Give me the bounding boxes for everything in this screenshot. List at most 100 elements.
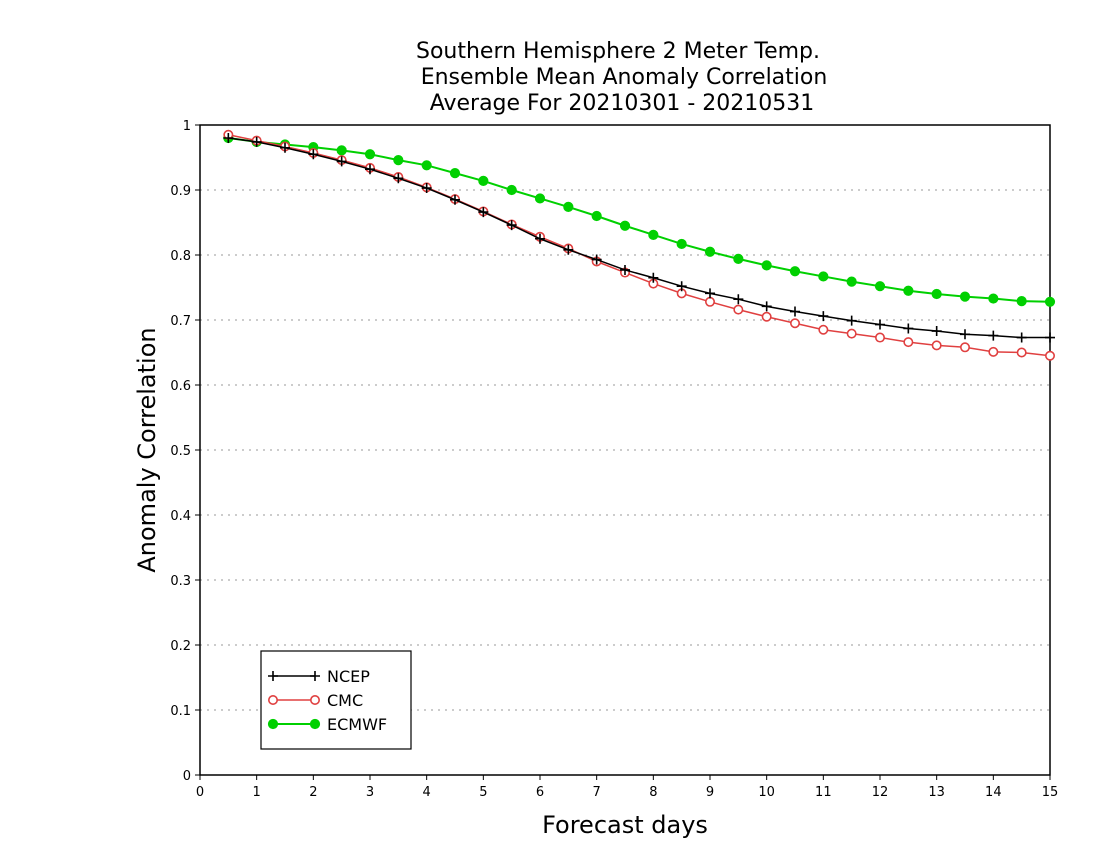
legend-marker-ncep xyxy=(268,671,278,681)
data-point-cmc xyxy=(846,328,857,339)
legend-label-ncep: NCEP xyxy=(327,667,370,686)
y-tick-label: 0.4 xyxy=(170,509,191,524)
data-point-ncep xyxy=(535,233,545,244)
legend-marker-ecmwf xyxy=(309,718,321,730)
x-tick-label: 7 xyxy=(593,785,601,800)
legend-entry-ecmwf: ECMWF xyxy=(267,715,387,734)
data-point-ncep xyxy=(846,315,857,326)
data-point-ecmwf xyxy=(364,149,376,160)
data-point-ecmwf xyxy=(704,246,716,257)
y-tick-label: 0.8 xyxy=(170,249,191,264)
x-tick-label: 4 xyxy=(423,785,431,800)
data-point-ncep xyxy=(761,301,772,312)
y-tick-label: 0.7 xyxy=(170,314,191,329)
gridlines xyxy=(200,189,1050,711)
x-axis-title: Forecast days xyxy=(542,811,708,839)
data-point-ecmwf xyxy=(988,293,999,304)
data-point-ncep xyxy=(960,329,970,340)
title-line-3: Average For 20210301 - 20210531 xyxy=(430,91,815,116)
data-point-ecmwf xyxy=(959,291,971,302)
title-line-1: Southern Hemisphere 2 Meter Temp. xyxy=(416,39,820,64)
x-tick-label: 5 xyxy=(479,785,487,800)
title-line-2: Ensemble Mean Anomaly Correlation xyxy=(421,65,828,90)
data-point-ecmwf xyxy=(789,266,801,277)
data-point-ncep xyxy=(251,136,262,147)
data-point-ecmwf xyxy=(619,220,631,231)
data-point-ecmwf xyxy=(421,160,432,171)
x-tick-label: 15 xyxy=(1042,785,1059,800)
data-point-ecmwf xyxy=(563,201,574,212)
x-tick-label: 12 xyxy=(872,785,889,800)
data-point-ecmwf xyxy=(1044,296,1056,307)
data-point-ecmwf xyxy=(1016,296,1027,307)
series-line-ncep xyxy=(228,137,1050,339)
legend-label-cmc: CMC xyxy=(327,691,363,710)
data-point-cmc xyxy=(704,296,715,307)
legend-marker-cmc xyxy=(309,694,320,705)
y-axis-title: Anomaly Correlation xyxy=(133,327,161,572)
y-tick-label: 0.3 xyxy=(170,574,191,589)
data-point-cmc xyxy=(761,311,772,322)
y-tick-label: 1 xyxy=(183,119,191,134)
x-tick-label: 1 xyxy=(253,785,261,800)
series-line-cmc xyxy=(228,134,1051,357)
data-point-cmc xyxy=(789,318,800,329)
x-tick-label: 10 xyxy=(758,785,775,800)
data-point-ecmwf xyxy=(478,175,489,186)
data-point-ecmwf xyxy=(336,145,347,156)
data-point-ecmwf xyxy=(931,288,942,300)
data-point-ncep xyxy=(336,156,347,167)
x-tick-label: 2 xyxy=(309,785,317,800)
legend-marker-ecmwf xyxy=(267,718,279,730)
chart-title: Southern Hemisphere 2 Meter Temp. Ensemb… xyxy=(416,39,827,116)
data-point-cmc xyxy=(874,332,885,343)
data-point-ncep xyxy=(450,194,460,205)
data-point-ecmwf xyxy=(846,276,857,287)
data-point-ncep xyxy=(988,330,999,341)
series-group xyxy=(223,129,1056,361)
data-point-ncep xyxy=(875,319,885,330)
data-point-ncep xyxy=(421,183,432,194)
data-point-ecmwf xyxy=(733,253,744,264)
series-cmc xyxy=(223,129,1056,361)
y-tick-label: 0.6 xyxy=(170,379,191,394)
data-point-ncep xyxy=(705,288,715,299)
legend-marker-cmc xyxy=(267,694,278,705)
data-point-ecmwf xyxy=(449,168,461,179)
data-point-ncep xyxy=(563,244,574,255)
x-tick-label: 13 xyxy=(928,785,945,800)
y-tick-label: 0.5 xyxy=(170,444,191,459)
x-tick-label: 9 xyxy=(706,785,714,800)
legend-label-ecmwf: ECMWF xyxy=(327,715,387,734)
y-tick-label: 0 xyxy=(183,769,191,784)
data-point-cmc xyxy=(818,324,829,335)
data-point-ecmwf xyxy=(676,238,687,250)
x-tick-label: 3 xyxy=(366,785,374,800)
data-point-ecmwf xyxy=(506,184,517,196)
data-point-ecmwf xyxy=(534,193,546,204)
data-point-ncep xyxy=(676,281,687,292)
data-point-ncep xyxy=(591,254,602,265)
data-point-ecmwf xyxy=(818,271,829,282)
legend: NCEP CMC ECMWF xyxy=(260,650,412,750)
data-point-ncep xyxy=(280,142,290,153)
data-point-ecmwf xyxy=(903,285,914,296)
data-point-cmc xyxy=(733,304,744,315)
x-tick-label: 8 xyxy=(649,785,657,800)
legend-entry-cmc: CMC xyxy=(267,691,363,710)
data-point-cmc xyxy=(931,340,942,351)
y-tick-label: 0.1 xyxy=(170,704,191,719)
x-tick-label: 6 xyxy=(536,785,544,800)
data-point-ncep xyxy=(506,220,517,231)
data-point-ncep xyxy=(223,133,234,143)
x-tick-label: 11 xyxy=(815,785,832,800)
x-tick-label: 14 xyxy=(985,785,1002,800)
legend-marker-ncep xyxy=(310,671,320,681)
data-point-ncep xyxy=(1016,332,1027,343)
x-tick-label: 0 xyxy=(196,785,204,800)
data-point-ncep xyxy=(790,306,800,317)
data-point-ncep xyxy=(733,294,744,305)
data-point-cmc xyxy=(959,342,970,353)
data-point-ecmwf xyxy=(874,281,886,292)
legend-entry-ncep: NCEP xyxy=(268,667,370,686)
